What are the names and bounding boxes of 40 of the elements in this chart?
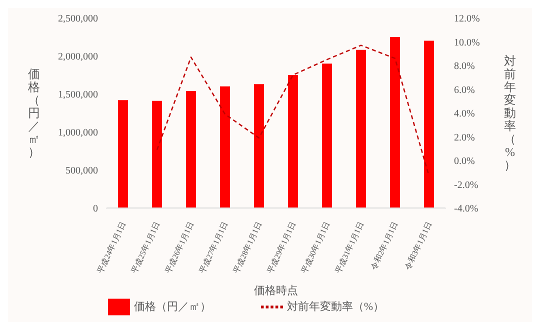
legend-label: 価格（円／㎡）	[134, 300, 211, 313]
y-axis-title: 価格（円／㎡）	[27, 67, 40, 159]
bar	[254, 84, 264, 208]
y2-tick-label: 2.0%	[454, 132, 475, 144]
bar	[288, 75, 298, 208]
bar	[152, 100, 162, 208]
y-tick-label: 0	[93, 204, 98, 215]
y-tick-label: 2,000,000	[58, 52, 98, 63]
x-tick-label: 令和2年1月1日	[369, 220, 400, 272]
y2-tick-label: 6.0%	[454, 84, 475, 96]
x-tick-label: 平成27年1月1日	[198, 220, 230, 275]
x-tick-label: 平成29年1月1日	[266, 220, 298, 275]
y2-tick-label: 10.0%	[454, 37, 480, 48]
y2-tick-label: -4.0%	[454, 204, 478, 215]
bar	[390, 37, 400, 208]
y-tick-label: 2,500,000	[58, 14, 98, 25]
y2-tick-label: 0.0%	[454, 156, 475, 168]
y2-tick-label: 12.0%	[454, 14, 480, 25]
x-tick-label: 平成24年1月1日	[96, 220, 128, 275]
y-tick-label: 1,500,000	[58, 90, 98, 101]
bar	[356, 50, 366, 208]
x-tick-label: 平成26年1月1日	[164, 220, 196, 275]
bar	[424, 40, 434, 208]
x-tick-label: 平成30年1月1日	[300, 220, 332, 275]
y2-tick-label: 8.0%	[454, 61, 475, 72]
x-tick-label: 平成31年1月1日	[334, 220, 366, 275]
y2-tick-label: -2.0%	[454, 180, 478, 191]
text: 対前年変動率（%）	[504, 54, 516, 172]
x-axis-title: 価格時点	[254, 284, 298, 297]
bar	[118, 100, 128, 208]
bar	[322, 64, 332, 208]
bar	[220, 86, 230, 208]
x-tick-label: 平成25年1月1日	[130, 220, 162, 275]
y2-tick-label: 4.0%	[454, 108, 475, 120]
y-tick-label: 1,000,000	[58, 128, 98, 139]
bar	[186, 90, 196, 208]
x-tick-label: 平成28年1月1日	[232, 220, 264, 275]
x-tick-label: 令和3年1月1日	[403, 220, 434, 272]
legend-label: 対前年変動率（%）	[286, 300, 384, 313]
y-tick-label: 500,000	[66, 166, 98, 177]
